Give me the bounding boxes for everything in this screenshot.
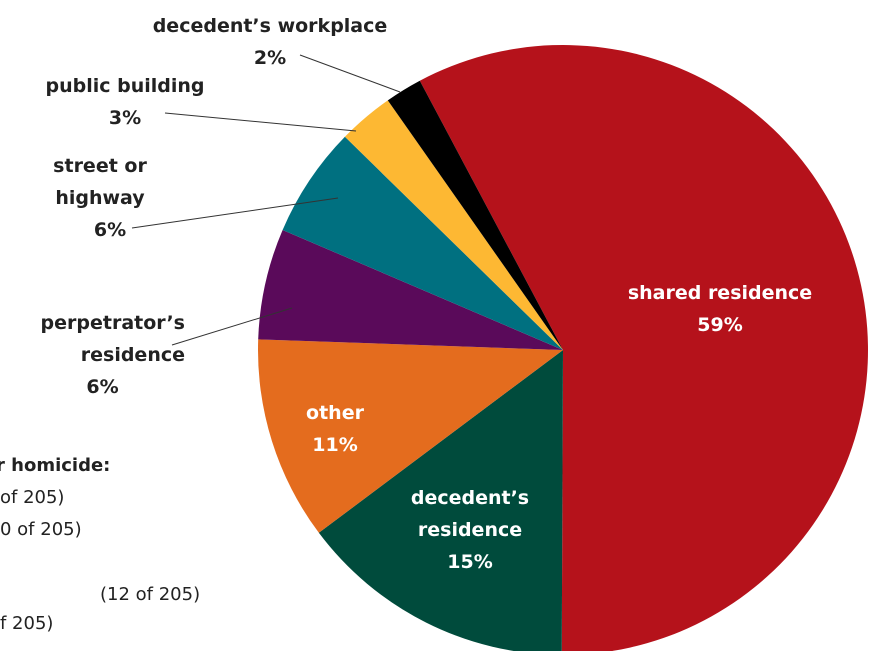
value-label: 15% [447,551,493,573]
pie-slice [258,229,563,350]
pie-slice [318,350,563,651]
category-label: decedent’s workplace [152,15,388,37]
pie-slice [344,100,563,350]
category-label: perpetrator’s residence [40,312,185,366]
slice-label: shared residence 59% [620,277,820,341]
annotation: of 205) [0,487,65,508]
value-label: 59% [697,314,743,336]
value-label: 11% [312,434,358,456]
leader-line [171,307,293,346]
value-label: 2% [253,47,287,69]
annotation: 0 of 205) [0,519,82,540]
leader-line [131,197,339,229]
slice-label: other 11% [285,397,385,461]
category-label: other [306,402,364,424]
leader-line [164,112,357,132]
pie-slice [258,339,563,533]
slice-label: decedent’s residence 15% [390,482,550,578]
category-label: street or highway [53,155,147,209]
value-label: 6% [93,219,127,241]
slice-label: public building 3% [30,70,220,134]
pie-slice [419,45,868,651]
pie-slice [282,136,563,350]
slice-label: decedent’s workplace 2% [130,10,410,74]
annotation: f 205) [0,613,54,634]
category-label: public building [45,75,205,97]
annotation: r homicide: [0,455,111,476]
value-label: 6% [86,376,119,398]
slice-label: perpetrator’s residence 6% [0,307,185,403]
slice-label: street or highway 6% [20,150,200,246]
leader-line [299,54,401,93]
annotation: (12 of 205) [100,584,201,605]
category-label: decedent’s residence [410,487,530,541]
value-label: 3% [108,107,142,129]
category-label: shared residence [627,282,813,304]
pie-slice [387,80,563,350]
